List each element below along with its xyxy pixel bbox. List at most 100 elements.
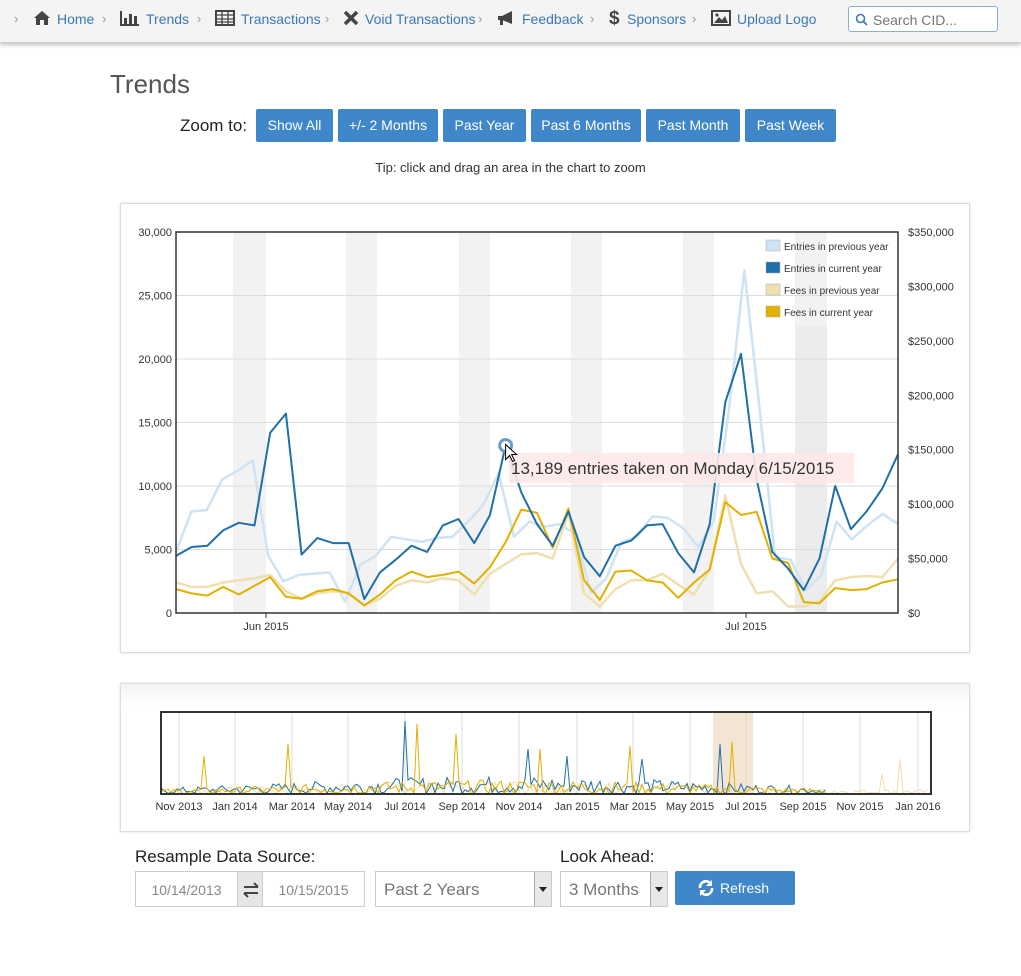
swap-arrows-icon: [243, 882, 259, 898]
y-tick-label-right: $200,000: [908, 390, 954, 402]
y-tick-label-right: $350,000: [908, 227, 954, 239]
refresh-button[interactable]: Refresh: [675, 871, 795, 905]
navigator-x-label: Mar 2015: [610, 801, 656, 813]
zoom-2-months-button[interactable]: +/- 2 Months: [338, 109, 438, 142]
y-tick-label-left: 30,000: [138, 227, 172, 239]
zoom-past-month-button[interactable]: Past Month: [646, 109, 740, 142]
y-tick-label-right: $250,000: [908, 336, 954, 348]
navigator-x-label: Mar 2014: [269, 801, 315, 813]
top-nav-bar: › Home › Trends › Transactions › Void Tr…: [0, 0, 1021, 43]
navigator-x-label: May 2015: [666, 801, 714, 813]
nav-transactions-label: Transactions: [241, 11, 321, 27]
zoom-past-week-button[interactable]: Past Week: [745, 109, 836, 142]
breadcrumb-chevron: ›: [325, 11, 330, 26]
nav-feedback-label: Feedback: [522, 11, 584, 27]
breadcrumb-chevron: ›: [102, 11, 107, 26]
navigator-x-label: Jan 2016: [895, 801, 940, 813]
legend-label: Entries in previous year: [784, 242, 889, 253]
plot-frame: [175, 231, 899, 614]
navigator-x-label: Nov 2015: [836, 801, 883, 813]
nav-trends[interactable]: Trends: [120, 0, 189, 38]
main-chart-panel: 0 5,000 10,000 15,000 20,000 25,000 30,000 $0 $…: [120, 203, 970, 653]
nav-trends-label: Trends: [146, 11, 190, 27]
legend-swatch: [765, 305, 781, 318]
navigator-series: [161, 720, 826, 796]
end-date-field[interactable]: 10/15/2015: [262, 871, 365, 907]
navigator-series: [162, 723, 826, 795]
breadcrumb-chevron: ›: [692, 11, 697, 26]
chart-legend: Entries in previous year Entries in curre…: [765, 239, 889, 319]
bar-chart-icon: [120, 11, 139, 27]
zoom-past-6-months-button[interactable]: Past 6 Months: [531, 109, 641, 142]
nav-home[interactable]: Home: [33, 0, 94, 38]
y-tick-label-left: 20,000: [138, 354, 172, 366]
trends-chart[interactable]: 0 5,000 10,000 15,000 20,000 25,000 30,000 $0 $…: [121, 204, 969, 652]
megaphone-icon: [498, 11, 512, 26]
page-title: Trends: [110, 69, 190, 99]
zoom-label: Zoom to:: [180, 116, 248, 135]
breadcrumb-chevron: ›: [590, 11, 595, 26]
navigator-x-label: Jan 2015: [554, 801, 599, 813]
legend-swatch: [765, 283, 781, 296]
refresh-icon: [698, 879, 714, 897]
nav-transactions[interactable]: Transactions: [215, 0, 321, 38]
y-tick-label-right: $150,000: [908, 445, 954, 457]
navigator-panel: Nov 2013 Jan 2014 Mar 2014 May 2014 Jul 2014…: [120, 683, 970, 832]
nav-home-label: Home: [57, 11, 95, 27]
chevron-down-icon: [534, 872, 551, 906]
zoom-show-all-button[interactable]: Show All: [256, 109, 333, 142]
series-line-2: [175, 494, 899, 608]
range-select[interactable]: Past 2 Years: [375, 871, 552, 907]
y-tick-label-right: $300,000: [908, 281, 954, 293]
navigator-x-label: Sep 2014: [438, 801, 485, 813]
navigator-chart[interactable]: Nov 2013 Jan 2014 Mar 2014 May 2014 Jul 2014…: [121, 684, 969, 831]
y-tick-label-left: 5,000: [144, 545, 172, 557]
zoom-tip: Tip: click and drag an area in the chart…: [375, 160, 646, 175]
x-tick-label: Jul 2015: [725, 621, 767, 633]
y-tick-label-left: 25,000: [138, 291, 172, 303]
navigator-x-label: Nov 2014: [495, 801, 542, 813]
navigator-series: [161, 758, 928, 796]
nav-feedback[interactable]: Feedback: [496, 0, 583, 38]
nav-upload-logo[interactable]: Upload Logo: [711, 0, 816, 38]
mouse-cursor-icon: [505, 443, 518, 463]
nav-void-transactions[interactable]: Void Transactions: [343, 0, 476, 38]
range-select-value: Past 2 Years: [384, 880, 480, 899]
zoom-past-year-button[interactable]: Past Year: [443, 109, 526, 142]
navigator-x-label: Jul 2015: [725, 801, 767, 813]
series-line-3: [175, 501, 899, 607]
nav-sponsors[interactable]: $ Sponsors: [609, 0, 686, 38]
legend-label: Fees in previous year: [784, 286, 880, 297]
y-tick-label-left: 15,000: [138, 418, 172, 430]
search-input[interactable]: [871, 9, 995, 31]
series-line-1: [175, 352, 899, 600]
navigator-x-label: Sep 2015: [779, 801, 826, 813]
legend-swatch: [765, 239, 781, 252]
nav-upload-label: Upload Logo: [737, 11, 817, 27]
table-icon: [215, 10, 235, 27]
chart-tooltip: 13,189 entries taken on Monday 6/15/2015: [509, 453, 854, 483]
breadcrumb-chevron: ›: [478, 11, 483, 26]
look-ahead-value: 3 Months: [569, 880, 639, 899]
navigator-x-label: Nov 2013: [155, 801, 202, 813]
legend-label: Fees in current year: [784, 308, 874, 319]
y-tick-label-right: $50,000: [908, 554, 948, 566]
y-tick-label-right: $0: [908, 608, 920, 620]
navigator-x-label: Jul 2014: [384, 801, 426, 813]
swap-dates-button[interactable]: [237, 871, 263, 907]
y-tick-label-left: 10,000: [138, 481, 172, 493]
legend-label: Entries in current year: [784, 264, 882, 275]
look-ahead-select[interactable]: 3 Months: [560, 871, 668, 907]
breadcrumb-chevron: ›: [197, 11, 202, 26]
refresh-label: Refresh: [720, 880, 770, 896]
svg-text:$: $: [609, 8, 620, 28]
home-icon: [34, 11, 50, 26]
nav-void-label: Void Transactions: [365, 11, 476, 27]
resample-label: Resample Data Source:: [135, 847, 316, 866]
tooltip-text: 13,189 entries taken on Monday 6/15/2015: [511, 459, 834, 478]
look-ahead-label: Look Ahead:: [560, 847, 655, 866]
search-box[interactable]: [848, 6, 998, 32]
start-date-field[interactable]: 10/14/2013: [135, 871, 238, 907]
search-icon: [855, 13, 868, 26]
navigator-x-label: Jan 2014: [212, 801, 257, 813]
